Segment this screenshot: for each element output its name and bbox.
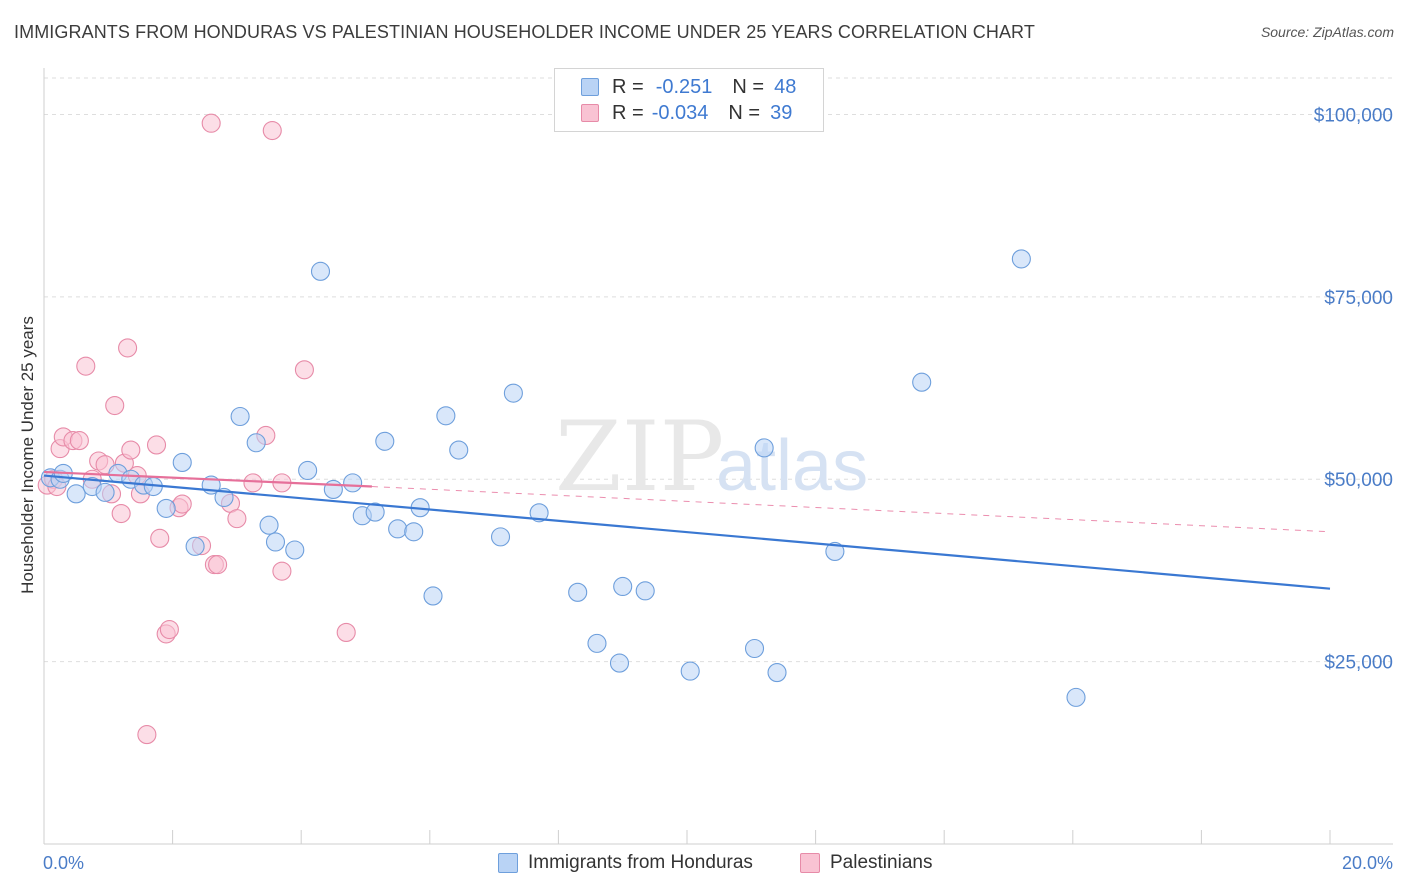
bottom-legend-palestinians: Palestinians bbox=[800, 852, 932, 874]
bottom-legend-swatch-blue bbox=[498, 853, 518, 873]
honduras-point bbox=[767, 663, 787, 683]
palestinians-points bbox=[37, 113, 356, 745]
honduras-point bbox=[436, 406, 456, 426]
bottom-legend-swatch-pink bbox=[800, 853, 820, 873]
palestinians-point bbox=[146, 435, 167, 455]
x-tick-label-min: 0.0% bbox=[43, 853, 84, 873]
y-tick-label: $75,000 bbox=[1324, 288, 1393, 309]
honduras-point bbox=[825, 541, 845, 562]
honduras-point bbox=[449, 440, 469, 460]
palestinians-point bbox=[243, 473, 263, 493]
honduras-point bbox=[1066, 687, 1086, 707]
honduras-point bbox=[172, 452, 192, 473]
honduras-point bbox=[1011, 249, 1031, 269]
correlation-legend: R = -0.251 N = 48 R = -0.034 N = 39 bbox=[554, 68, 824, 132]
grid-lines bbox=[44, 77, 1393, 663]
honduras-point bbox=[66, 484, 86, 504]
honduras-point bbox=[265, 532, 286, 552]
honduras-point bbox=[285, 540, 305, 560]
palestinians-point bbox=[336, 622, 356, 642]
x-tick-labels: 0.0% 20.0% bbox=[43, 853, 1393, 873]
palestinians-point bbox=[111, 503, 131, 524]
legend-row-palestinians: R = -0.034 N = 39 bbox=[581, 101, 792, 125]
honduras-point bbox=[503, 383, 523, 403]
honduras-point bbox=[609, 653, 630, 673]
honduras-point bbox=[156, 498, 176, 518]
watermark-zip: ZIP bbox=[555, 401, 724, 513]
honduras-point bbox=[754, 438, 774, 458]
bottom-legend-label: Palestinians bbox=[830, 852, 933, 873]
legend-n-label: N = bbox=[728, 101, 761, 124]
bottom-legend-honduras: Immigrants from Honduras bbox=[498, 852, 753, 874]
legend-n-value: 39 bbox=[770, 101, 793, 124]
axes bbox=[43, 68, 1393, 845]
legend-r-value: -0.034 bbox=[651, 101, 709, 124]
legend-n-value: 48 bbox=[774, 75, 797, 98]
honduras-point bbox=[214, 487, 234, 508]
palestinians-point bbox=[272, 561, 292, 581]
bottom-legend-label: Immigrants from Honduras bbox=[528, 852, 753, 873]
palestinians-point bbox=[227, 509, 247, 529]
honduras-point bbox=[744, 638, 765, 659]
honduras-point bbox=[912, 372, 932, 392]
honduras-point bbox=[230, 406, 250, 427]
legend-swatch-blue bbox=[581, 78, 599, 96]
chart-title: IMMIGRANTS FROM HONDURAS VS PALESTINIAN … bbox=[14, 22, 1035, 42]
honduras-point bbox=[343, 473, 363, 493]
honduras-point bbox=[423, 586, 443, 606]
y-tick-label: $25,000 bbox=[1324, 653, 1393, 674]
honduras-point bbox=[246, 433, 266, 453]
honduras-point bbox=[568, 582, 588, 602]
honduras-point bbox=[490, 527, 511, 547]
honduras-point bbox=[259, 515, 279, 535]
palestinians-trend-line bbox=[43, 470, 372, 488]
honduras-point bbox=[680, 661, 700, 681]
y-axis-label: Householder Income Under 25 years bbox=[18, 316, 37, 594]
palestinians-point bbox=[105, 396, 125, 416]
honduras-point bbox=[613, 576, 633, 597]
honduras-point bbox=[310, 261, 331, 281]
legend-r-label: R = bbox=[612, 101, 644, 124]
watermark: ZIP atlas bbox=[555, 401, 868, 513]
palestinians-point bbox=[69, 431, 89, 451]
palestinians-point bbox=[159, 619, 179, 640]
palestinians-point bbox=[201, 113, 221, 133]
legend-swatch-pink bbox=[581, 104, 599, 122]
honduras-point bbox=[365, 502, 385, 522]
legend-r-value: -0.251 bbox=[655, 75, 713, 98]
source-label: Source: ZipAtlas.com bbox=[1260, 24, 1394, 40]
honduras-point bbox=[388, 519, 408, 539]
honduras-point bbox=[635, 581, 655, 601]
honduras-point bbox=[185, 536, 205, 556]
watermark-atlas: atlas bbox=[716, 426, 868, 506]
y-tick-label: $100,000 bbox=[1314, 105, 1393, 126]
honduras-point bbox=[587, 633, 607, 653]
palestinians-point bbox=[262, 120, 282, 141]
palestinians-trend-extension bbox=[371, 486, 1331, 533]
honduras-point bbox=[375, 431, 395, 451]
trend-lines bbox=[43, 470, 1331, 590]
honduras-trend-line bbox=[43, 474, 1331, 590]
honduras-point bbox=[529, 503, 549, 523]
palestinians-point bbox=[294, 360, 314, 380]
y-tick-labels: $25,000 $50,000 $75,000 $100,000 bbox=[1314, 105, 1393, 673]
y-tick-label: $50,000 bbox=[1324, 470, 1393, 491]
legend-n-label: N = bbox=[732, 75, 765, 98]
palestinians-point bbox=[150, 528, 170, 548]
honduras-points bbox=[40, 249, 1086, 707]
palestinians-point bbox=[172, 494, 192, 514]
palestinians-point bbox=[208, 555, 228, 575]
honduras-point bbox=[323, 479, 343, 500]
honduras-point bbox=[298, 460, 318, 481]
palestinians-point bbox=[118, 338, 138, 358]
palestinians-point bbox=[76, 356, 96, 376]
palestinians-point bbox=[137, 725, 157, 745]
legend-r-label: R = bbox=[612, 75, 644, 98]
x-tick-label-max: 20.0% bbox=[1342, 853, 1393, 873]
honduras-point bbox=[404, 522, 424, 542]
honduras-point bbox=[95, 482, 115, 502]
palestinians-point bbox=[121, 440, 141, 460]
legend-row-honduras: R = -0.251 N = 48 bbox=[581, 75, 796, 99]
